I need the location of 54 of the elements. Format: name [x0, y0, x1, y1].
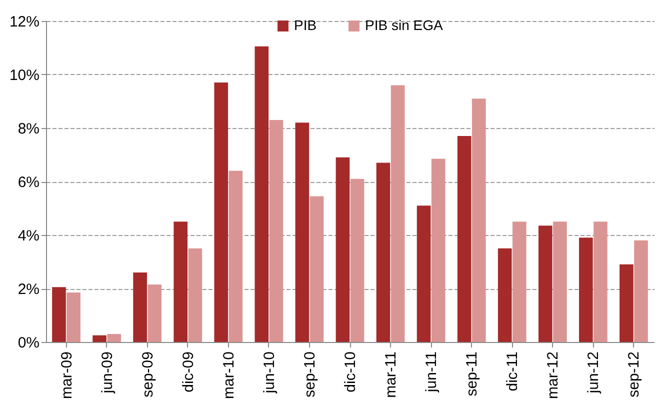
bar [553, 222, 567, 342]
bar [431, 158, 446, 342]
bar [269, 120, 284, 342]
bar [579, 238, 593, 342]
bar [336, 157, 350, 342]
bar [254, 46, 269, 342]
bar [295, 122, 310, 342]
bar [634, 240, 648, 342]
y-tick-label: 0% [18, 334, 40, 352]
bar [376, 162, 390, 342]
bar [538, 226, 552, 342]
y-tick-label: 2% [18, 281, 40, 298]
bar [174, 222, 188, 342]
x-tick-label: dic-10 [342, 352, 359, 392]
bar [310, 196, 324, 342]
x-tick-label: sep-10 [301, 352, 318, 398]
x-tick-label: mar-12 [544, 352, 562, 400]
bar [457, 136, 472, 342]
x-tick-label: dic-11 [504, 352, 522, 392]
x-tick-label: mar-10 [220, 352, 238, 400]
bar [148, 284, 162, 342]
y-tick-label: 8% [18, 120, 40, 138]
bar [472, 98, 486, 342]
x-tick-label: mar-11 [382, 352, 400, 398]
bar [52, 287, 66, 342]
x-tick-label: jun-11 [423, 352, 440, 394]
x-tick-label: sep-11 [464, 352, 481, 396]
bar [594, 222, 608, 342]
bar [350, 178, 364, 342]
x-tick-label: sep-09 [139, 352, 156, 398]
bar [228, 170, 243, 342]
y-tick-label: 6% [18, 174, 40, 191]
bar [620, 264, 634, 342]
bar [416, 206, 431, 342]
bar [92, 335, 106, 342]
legend-label: PIB sin EGA [365, 17, 444, 33]
x-tick-label: sep-12 [626, 352, 643, 398]
bar [188, 248, 202, 342]
x-tick-label: jun-10 [260, 352, 278, 394]
x-tick-label: jun-09 [98, 352, 116, 394]
x-tick-label: dic-09 [180, 352, 197, 392]
x-tick-label: jun-12 [585, 352, 602, 394]
y-tick-label: 12% [9, 14, 40, 30]
bar [214, 82, 228, 342]
bar [107, 334, 121, 342]
bar [133, 272, 147, 342]
bar [512, 222, 526, 342]
bar [390, 85, 405, 342]
bar [498, 248, 512, 342]
y-tick-label: 4% [18, 228, 40, 244]
x-tick-label: mar-09 [58, 352, 76, 400]
y-tick-label: 10% [9, 67, 40, 84]
legend-label: PIB [294, 17, 317, 33]
bar [66, 292, 80, 342]
